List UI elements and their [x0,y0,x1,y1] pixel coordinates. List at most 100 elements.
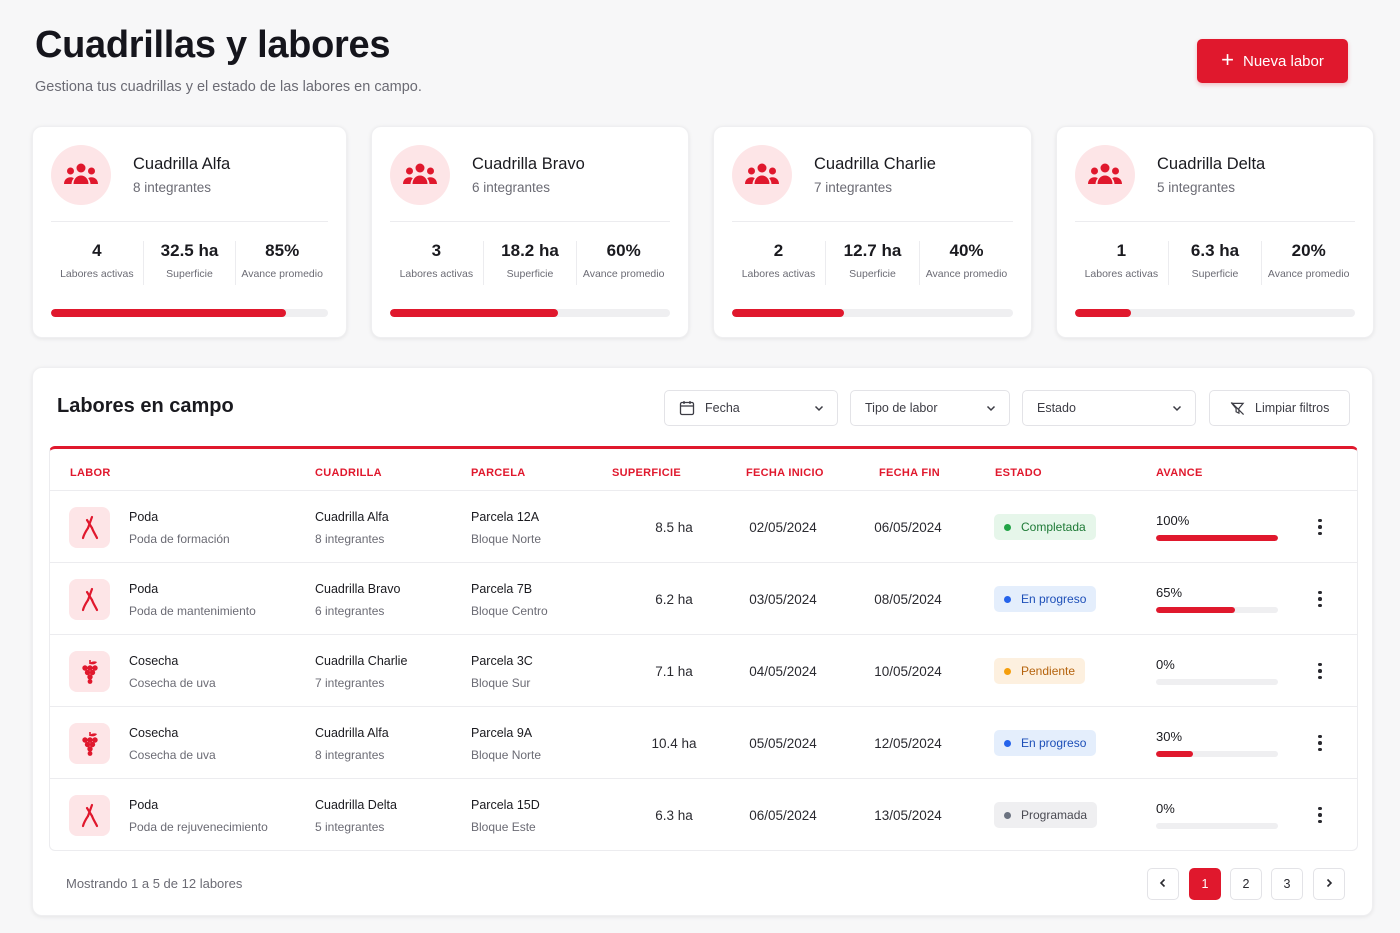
table-row[interactable]: Cosecha Cosecha de uva Cuadrilla Alfa 8 int… [50,707,1357,779]
table-header: LABOR CUADRILLA PARCELA SUPERFICIE FECHA INI… [50,449,1357,491]
plot-name: Parcela 12A [471,510,540,524]
status-dot [1004,595,1011,603]
stat-label: Labores activas [741,268,816,280]
stat-value: 20% [1291,241,1326,260]
crew-name: Cuadrilla Bravo [315,582,401,596]
chevron-right-icon [1323,877,1335,892]
stat-label: Labores activas [1084,268,1159,280]
crew-name: Cuadrilla Alfa [315,510,389,524]
crew-card[interactable]: Cuadrilla Charlie 7 integrantes 2 Labores a… [713,126,1032,338]
area-cell: 10.4 ha [651,736,697,751]
clear-filters-label: Limpiar filtros [1255,401,1330,415]
column-header: AVANCE [1156,467,1203,479]
crew-card[interactable]: Cuadrilla Alfa 8 integrantes 4 Labores acti… [32,126,347,338]
column-header: CUADRILLA [315,467,382,479]
stat-label: Avance promedio [925,268,1008,280]
progress-bar [1156,823,1278,829]
new-labor-button-label: Nueva labor [1242,52,1324,70]
stat-label: Labores activas [399,268,474,280]
labor-detail: Poda de rejuvenecimiento [129,820,268,834]
labor-name: Poda [129,510,159,524]
crew-stats: 2 Labores activas 12.7 ha Superficie 40% Avan… [732,241,1013,285]
start-date-cell: 06/05/2024 [749,808,817,823]
start-date-cell: 02/05/2024 [749,520,817,535]
progress-value: 65% [1156,585,1183,600]
new-labor-button[interactable]: + Nueva labor [1197,39,1348,83]
start-date-cell: 05/05/2024 [749,736,817,751]
labor-name: Cosecha [129,654,179,668]
plot-name: Parcela 7B [471,582,533,596]
end-date-cell: 06/05/2024 [874,520,942,535]
progress-fill [1156,535,1278,541]
progress-fill [1156,751,1193,757]
stat-value: 6.3 ha [1190,241,1240,260]
page-button[interactable]: 2 [1230,868,1262,900]
chevron-down-icon [813,402,825,417]
plot-name: Parcela 3C [471,654,533,668]
date-filter[interactable]: Fecha [664,390,838,426]
table-row[interactable]: Poda Poda de rejuvenecimiento Cuadrilla De… [50,779,1357,850]
crew-name: Cuadrilla Charlie [814,155,936,173]
labor-type-filter[interactable]: Tipo de labor [850,390,1010,426]
stat-value: 40% [949,241,984,260]
grapes-icon [69,723,110,764]
column-header: FECHA INICIO [746,467,824,479]
status-label: Programada [1021,808,1088,822]
crew-members: 8 integrantes [133,180,212,195]
more-options-icon[interactable] [1312,659,1328,683]
labor-name: Cosecha [129,726,179,740]
status-label: En progreso [1021,736,1087,750]
stat-label: Labores activas [60,268,134,280]
status-dot [1004,811,1011,819]
divider [732,221,1013,222]
plot-block: Bloque Norte [471,532,542,546]
table-row[interactable]: Poda Poda de formación Cuadrilla Alfa 8 int… [50,491,1357,563]
clear-filters-button[interactable]: Limpiar filtros [1209,390,1350,426]
stat-area: 12.7 ha Superficie [826,241,920,285]
progress-bar [1156,535,1278,541]
page-button[interactable]: 1 [1189,868,1221,900]
column-header: SUPERFICIE [612,467,682,479]
page-button[interactable]: 3 [1271,868,1303,900]
more-options-icon[interactable] [1312,803,1328,827]
pruning-shears-icon [69,795,110,836]
more-options-icon[interactable] [1312,515,1328,539]
crew-progress-bar [1075,309,1355,317]
progress-value: 30% [1156,729,1183,744]
status-label: En progreso [1021,592,1087,606]
more-options-icon[interactable] [1312,731,1328,755]
more-options-icon[interactable] [1312,587,1328,611]
stat-area: 18.2 ha Superficie [484,241,578,285]
status-filter[interactable]: Estado [1022,390,1196,426]
status-badge: En progreso [994,730,1097,756]
stat-value: 18.2 ha [501,241,559,260]
crew-card[interactable]: Cuadrilla Bravo 6 integrantes 3 Labores act… [371,126,689,338]
page-subtitle: Gestiona tus cuadrillas y el estado de l… [35,79,422,95]
progress-bar [1156,607,1278,613]
stat-area: 6.3 ha Superficie [1169,241,1263,285]
crew-members: 8 integrantes [315,748,385,762]
crew-members: 5 integrantes [315,820,385,834]
stat-avg-progress: 60% Avance promedio [577,241,670,285]
prev-page-button[interactable] [1147,868,1179,900]
chevron-left-icon [1157,877,1169,892]
end-date-cell: 08/05/2024 [874,592,942,607]
stat-value: 85% [265,241,300,260]
crew-members: 5 integrantes [1157,180,1236,195]
crew-members: 6 integrantes [472,180,551,195]
table-row[interactable]: Cosecha Cosecha de uva Cuadrilla Charlie 7 … [50,635,1357,707]
crew-stats: 4 Labores activas 32.5 ha Superficie 85% Avan… [51,241,328,285]
stat-avg-progress: 40% Avance promedio [920,241,1013,285]
progress-bar [1156,751,1278,757]
next-page-button[interactable] [1313,868,1345,900]
stat-value: 2 [773,241,784,260]
crew-members: 7 integrantes [315,676,385,690]
table-row[interactable]: Poda Poda de mantenimiento Cuadrilla Bravo… [50,563,1357,635]
crew-card[interactable]: Cuadrilla Delta 5 integrantes 1 Labores act… [1056,126,1374,338]
end-date-cell: 10/05/2024 [874,664,942,679]
crew-name: Cuadrilla Charlie [315,654,408,668]
stat-label: Avance promedio [1267,268,1350,280]
pruning-shears-icon [69,579,110,620]
stat-label: Avance promedio [582,268,665,280]
calendar-icon [679,400,695,416]
